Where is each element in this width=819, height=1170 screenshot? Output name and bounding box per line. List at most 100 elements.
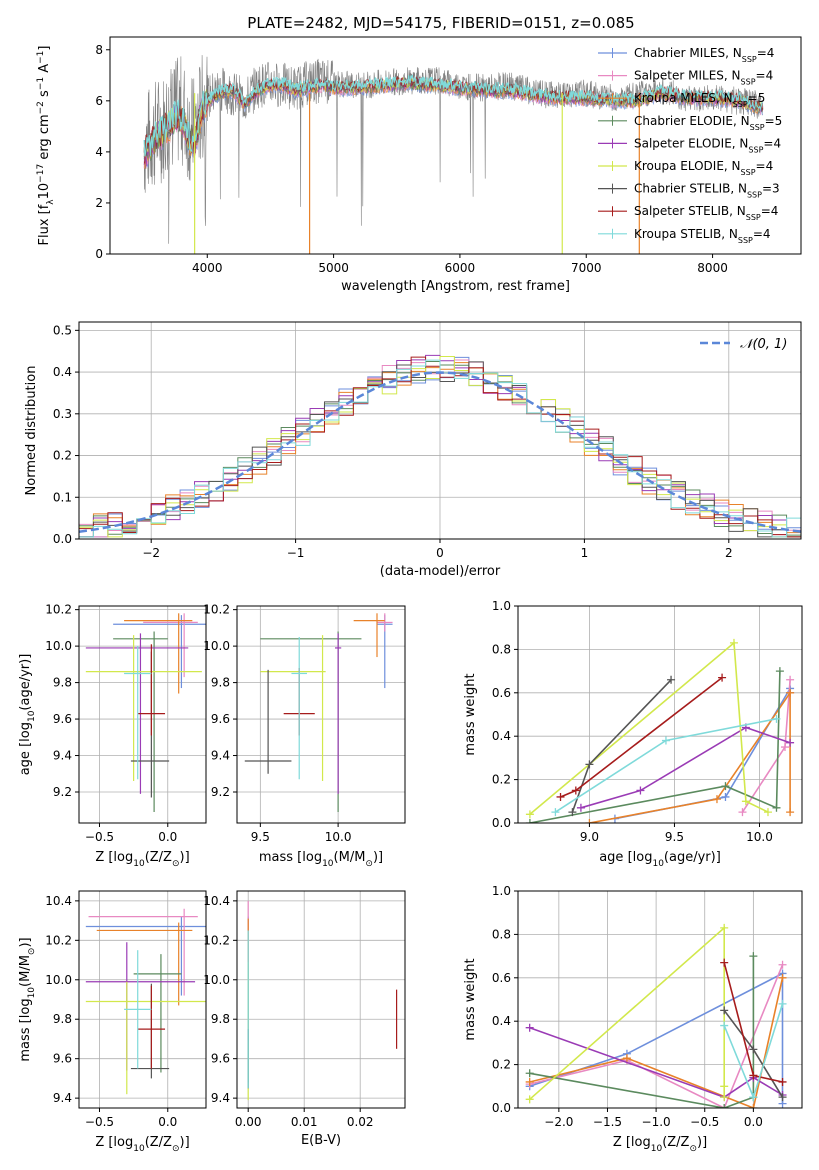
spectrum-ylabel-part: −17 — [36, 164, 46, 183]
age_vs_Z-ylabel-part: (age/yr)] — [18, 654, 33, 711]
weight-series-line — [580, 726, 791, 809]
legend-label: Chabrier STELIB, NSSP=3 — [634, 182, 780, 200]
weight-point-marker — [786, 808, 795, 817]
age_vs_Z-xlabel-part: (Z/Z — [145, 850, 172, 865]
legend-label: Chabrier ELODIE, NSSP=5 — [634, 114, 782, 132]
weight-point-marker — [778, 960, 787, 969]
spectrum-y-ticklabel: 8 — [95, 43, 103, 57]
residuals-x-ticklabel: −1 — [287, 546, 305, 560]
spectrum-model-line — [143, 74, 764, 157]
spectrum-ylabel-part: A — [37, 64, 52, 77]
mass_vs_Z-xlabel: Z [log10(Z/Z⊙)] — [95, 1135, 189, 1154]
weight-point-marker — [749, 1093, 758, 1102]
weight_vs_Z-x-ticklabel: −2.0 — [544, 1115, 573, 1129]
age_vs_mass-xlabel-part: 10 — [322, 859, 334, 869]
weight-series-line — [529, 641, 769, 815]
spectrum-ylabel-part: s — [37, 90, 52, 101]
mass_vs_Z-ylabel: mass [log10(M/M⊙)] — [18, 937, 37, 1061]
weight-point-marker — [585, 819, 594, 823]
weight-point-marker — [525, 1077, 534, 1086]
legend-model-name: Chabrier ELODIE, N — [634, 114, 750, 128]
legend-model-name: Chabrier MILES, N — [634, 46, 742, 60]
weight-point-marker — [749, 1104, 758, 1108]
legend-nssp-sub: SSP — [742, 55, 757, 64]
weight-point-marker — [576, 803, 585, 812]
weight-point-marker — [525, 819, 534, 823]
legend-nssp-value: =5 — [765, 114, 783, 128]
age_vs_Z-x-ticklabel: 0.0 — [158, 830, 177, 844]
weight_vs_Z-xlabel-part: )] — [697, 1135, 707, 1150]
weight-point-marker — [738, 808, 747, 817]
spectrum-y-ticklabel: 2 — [95, 196, 103, 210]
weight-series-line — [589, 690, 791, 823]
spectrum-ylabel-part: −1 — [36, 77, 46, 90]
weight-point-marker — [720, 958, 729, 967]
age_vs_Z-y-ticklabel: 9.2 — [53, 785, 72, 799]
legend-nssp-value: =4 — [756, 159, 774, 173]
legend-nssp-value: =4 — [763, 136, 781, 150]
weight_vs_Z-xlabel-part: 10 — [651, 1144, 663, 1154]
mass_vs_Z-plot-area — [85, 908, 206, 1095]
mass_vs_Z-y-ticklabel: 10.0 — [45, 973, 72, 987]
weight-point-marker — [749, 1071, 758, 1080]
age_vs_Z-ylabel-part: age [log — [18, 722, 33, 775]
mass_vs_Z-ylabel-part: 10 — [27, 987, 37, 999]
mass_vs_Z-xlabel-part: (Z/Z — [145, 1135, 172, 1150]
weight-point-marker — [585, 760, 594, 769]
mass_vs_ebv-y-ticklabel: 9.4 — [211, 1091, 230, 1105]
weight-point-marker — [741, 797, 750, 806]
residuals-y-ticklabel: 0.2 — [53, 449, 72, 463]
weight_vs_age-y-ticklabel: 0.4 — [492, 729, 511, 743]
weight-point-marker — [775, 667, 784, 676]
residuals-x-ticklabel: 2 — [725, 546, 733, 560]
legend-label: Salpeter MILES, NSSP=4 — [634, 69, 773, 87]
weight-point-marker — [749, 1045, 758, 1054]
mass_vs_ebv-plot-area — [247, 900, 398, 1101]
residuals-x-ticklabel: 1 — [581, 546, 589, 560]
spectrum-plot-area — [143, 55, 764, 254]
age_vs_Z-ylabel: age [log10(age/yr)] — [18, 654, 37, 776]
residuals-plot-area — [79, 354, 801, 539]
mass_vs_ebv-y-ticklabel: 10.0 — [203, 973, 230, 987]
weight-point-marker — [720, 1104, 729, 1108]
mass_vs_Z-ylabel-part: (M/M — [18, 955, 33, 987]
age_vs_mass-y-ticklabel: 10.0 — [203, 639, 230, 653]
weight_vs_age-xlabel-part: age [log — [599, 850, 652, 865]
age_vs_Z-xlabel-part: Z [log — [95, 850, 133, 865]
weight-point-marker — [721, 782, 730, 791]
weight-point-marker — [778, 1077, 787, 1086]
weight-point-marker — [772, 714, 781, 723]
spectrum-ylabel-part: 10 — [37, 183, 52, 200]
weight-point-marker — [661, 736, 670, 745]
legend-label: Kroupa ELODIE, NSSP=4 — [634, 159, 773, 177]
age_vs_Z-y-ticklabel: 10.2 — [45, 603, 72, 617]
spectrum-frame — [109, 36, 802, 255]
weight_vs_age-y-ticklabel: 0.0 — [492, 816, 511, 830]
weight_vs_Z-y-ticklabel: 0.6 — [492, 971, 511, 985]
age_vs_mass-xlabel: mass [log10(M/M⊙)] — [259, 850, 383, 869]
legend-label: Salpeter ELODIE, NSSP=4 — [634, 136, 781, 154]
legend-nssp-value: =4 — [757, 46, 775, 60]
weight_vs_age-ylabel: mass weight — [463, 673, 478, 755]
legend-label: Kroupa MILES, NSSP=5 — [634, 91, 765, 109]
weight_vs_Z-x-ticklabel: −1.5 — [593, 1115, 622, 1129]
residuals-y-ticklabel: 0.1 — [53, 490, 72, 504]
weight-point-marker — [720, 923, 729, 932]
spectrum-y-ticklabel: 4 — [95, 145, 103, 159]
weight-point-marker — [772, 803, 781, 812]
spectrum-x-ticklabel: 8000 — [697, 261, 728, 275]
age_vs_mass-xlabel-part: mass [log — [259, 850, 322, 865]
weight_vs_Z-y-ticklabel: 0.2 — [492, 1058, 511, 1072]
weight_vs_age-y-ticklabel: 0.8 — [492, 642, 511, 656]
mass_vs_Z-y-ticklabel: 9.4 — [53, 1091, 72, 1105]
spectrum-ylabel-part: −2 — [36, 101, 46, 114]
legend-nssp-value: =5 — [748, 91, 766, 105]
spectrum-model-line — [143, 77, 763, 167]
age_vs_mass-panel: 9.5 10.0 9.2 9.4 9.6 9.8 10.0 10.2 mass [log10(M… — [203, 603, 406, 869]
weight-point-marker — [786, 688, 795, 697]
weight-point-marker — [525, 1023, 534, 1032]
age_vs_Z-xlabel-part: )] — [180, 850, 190, 865]
weight-point-marker — [786, 738, 795, 747]
legend-nssp-sub: SSP — [748, 145, 763, 154]
